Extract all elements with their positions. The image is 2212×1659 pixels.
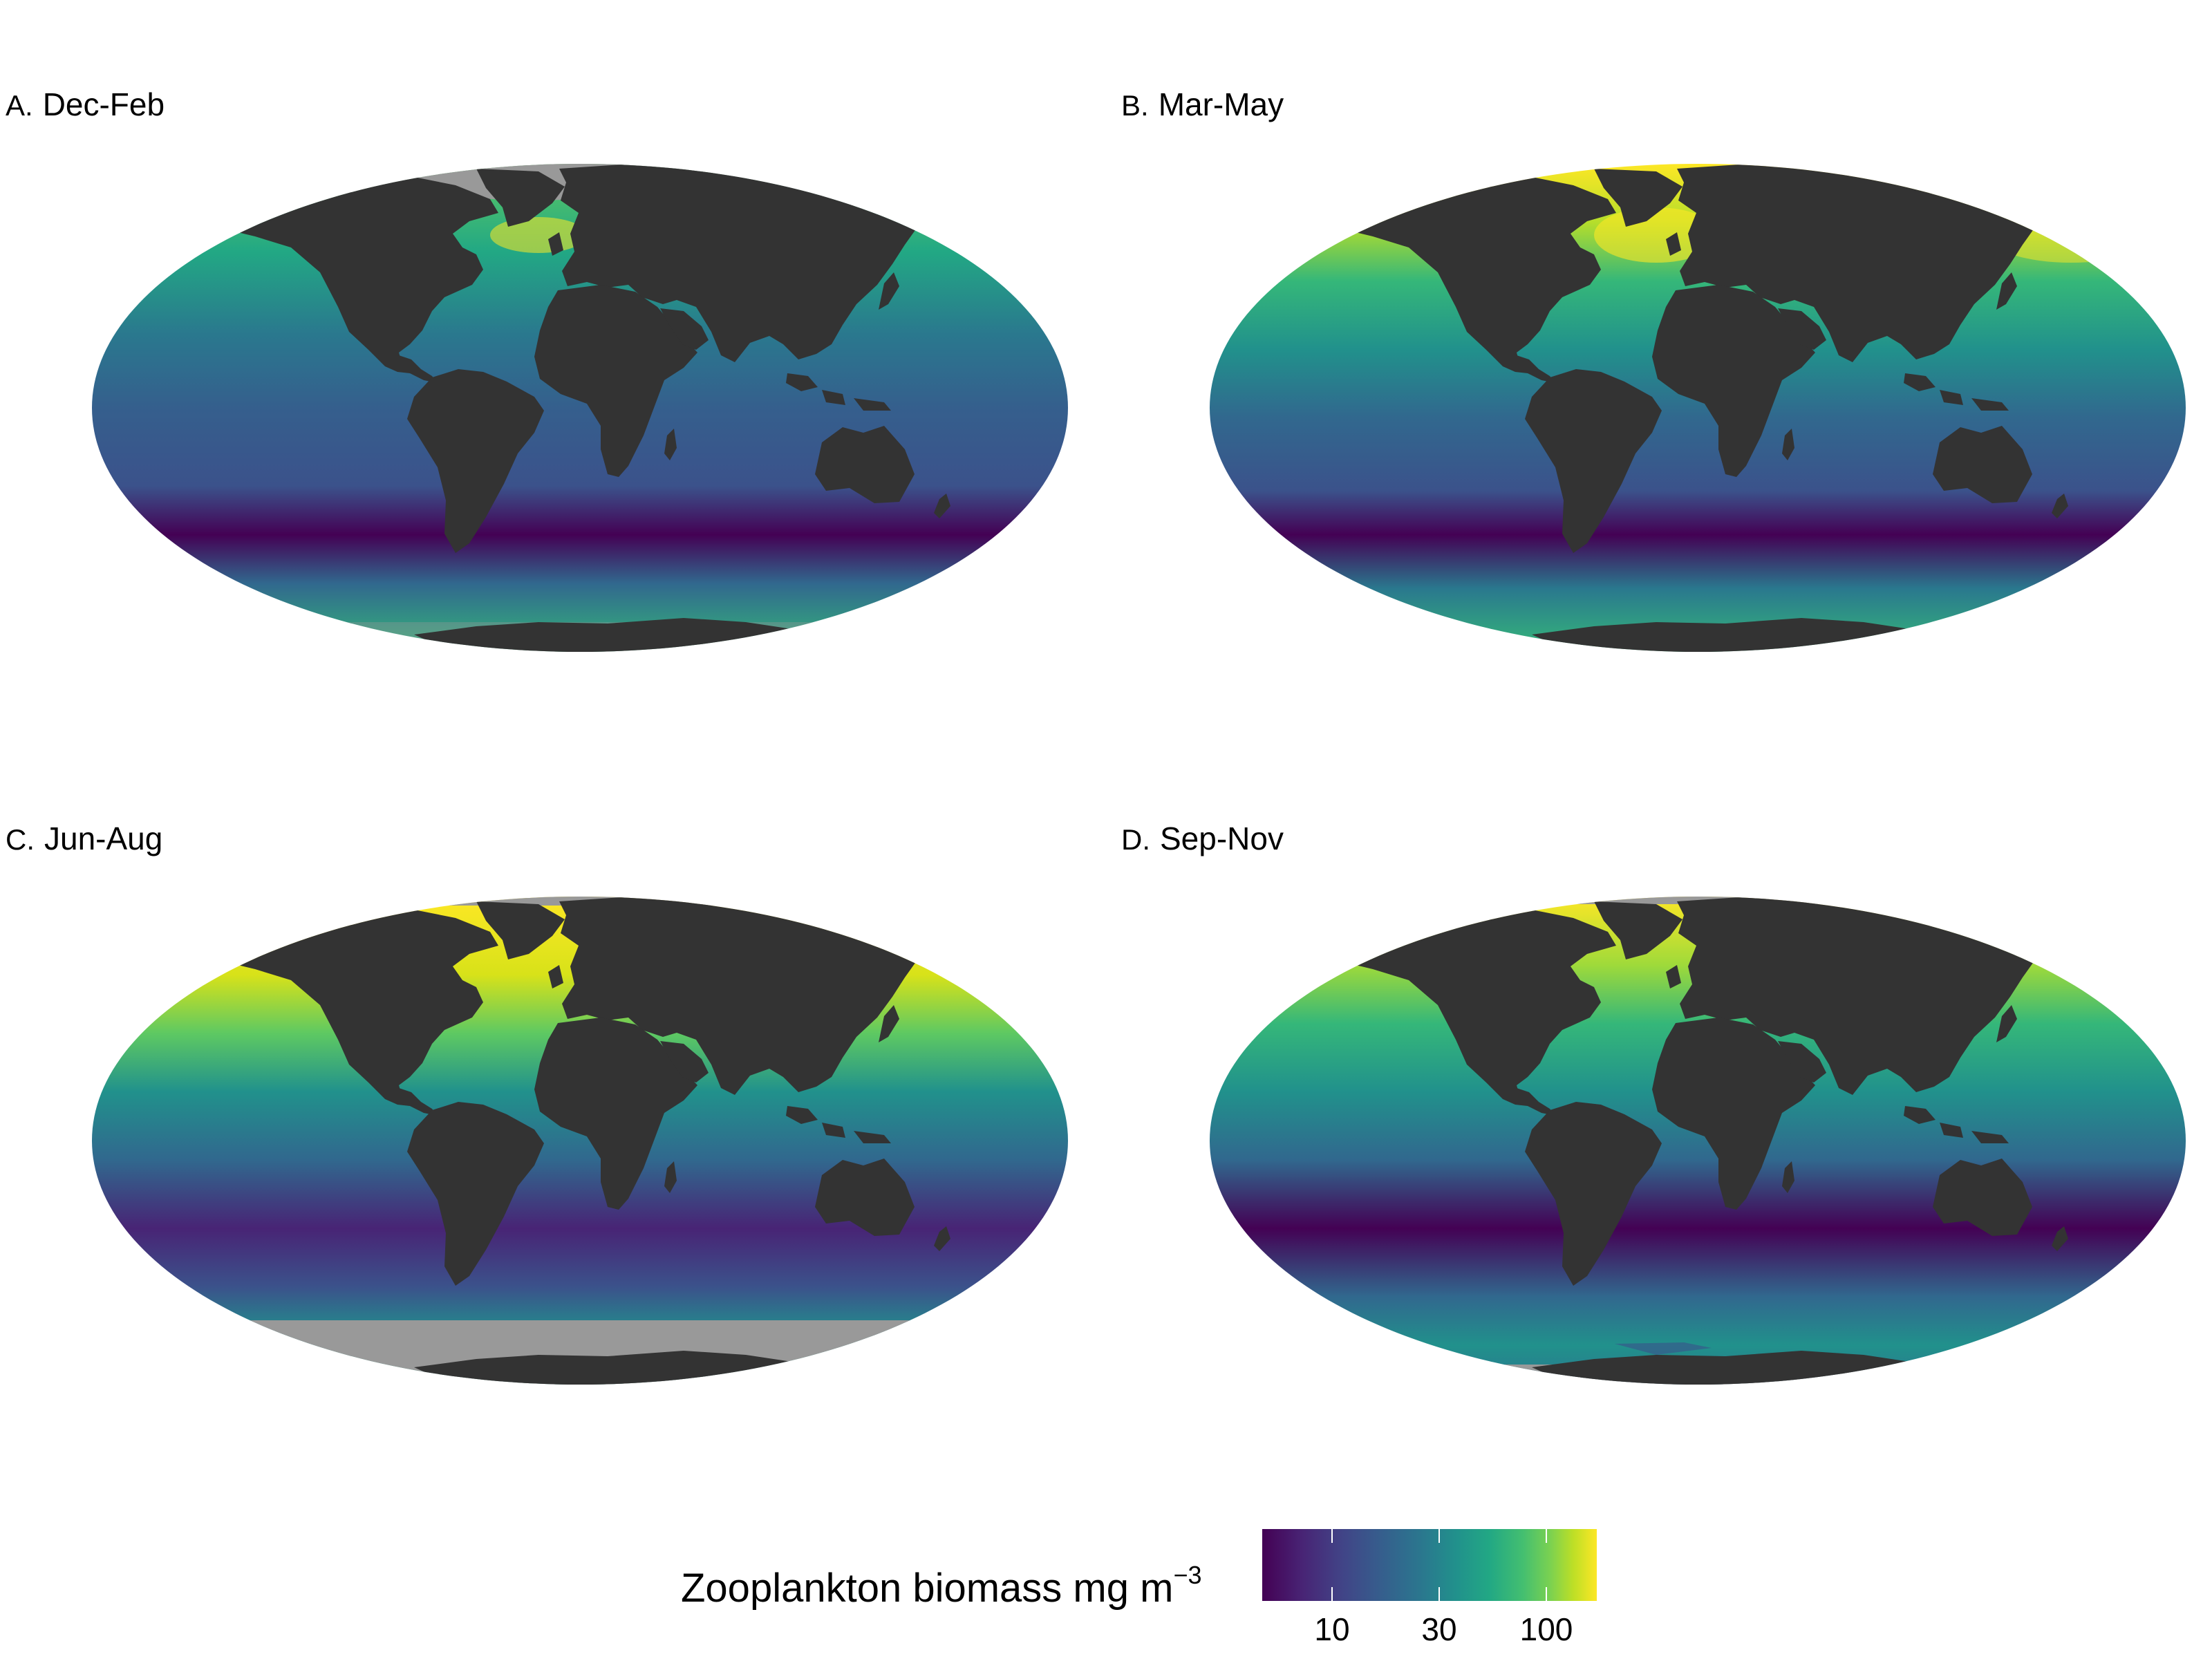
panel-label-a: A. Dec-Feb — [6, 86, 165, 122]
map-mar-may — [1210, 164, 2186, 652]
panel-label-c: C. Jun-Aug — [6, 821, 163, 856]
panel-label-d: D. Sep-Nov — [1121, 821, 1284, 856]
map-sep-nov — [1210, 897, 2186, 1385]
map-jun-aug — [92, 897, 1068, 1385]
colorbar-tick-top — [1546, 1529, 1547, 1543]
tick-label-100: 100 — [1519, 1611, 1573, 1647]
colorbar-tick-bottom — [1331, 1587, 1333, 1601]
colorbar-tick-top — [1331, 1529, 1333, 1543]
tick-label-10: 10 — [1314, 1611, 1350, 1647]
legend-title: Zooplankton biomass mg m−3 — [681, 1561, 1202, 1611]
map-dec-feb — [92, 164, 1068, 652]
colorbar-tick-bottom — [1438, 1587, 1440, 1601]
colorbar — [1262, 1529, 1597, 1601]
panel-label-b: B. Mar-May — [1121, 86, 1284, 122]
colorbar-tick-top — [1438, 1529, 1440, 1543]
tick-label-30: 30 — [1421, 1611, 1457, 1647]
colorbar-tick-bottom — [1546, 1587, 1547, 1601]
